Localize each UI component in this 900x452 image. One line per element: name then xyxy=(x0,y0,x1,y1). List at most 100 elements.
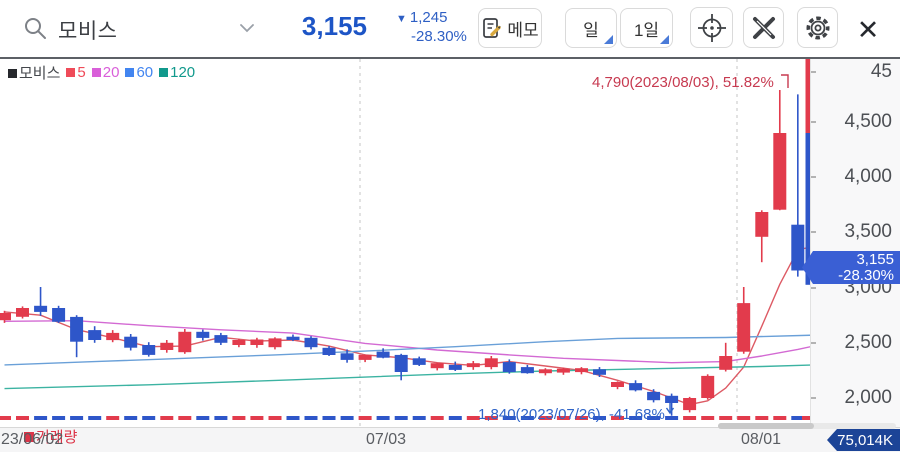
legend-label: 60 xyxy=(136,64,154,81)
candle-body xyxy=(358,354,372,360)
change-percent: -28.30% xyxy=(411,28,467,45)
volume-bar xyxy=(575,416,588,420)
drawing-tools-button[interactable] xyxy=(743,7,784,48)
current-price: 3,155 xyxy=(301,11,367,41)
volume-bar xyxy=(268,416,282,420)
candle-body xyxy=(178,331,192,353)
candle-body xyxy=(88,330,102,340)
candle-body xyxy=(430,363,444,369)
candlestick-chart[interactable] xyxy=(0,0,810,452)
ma20-line xyxy=(4,320,810,364)
candle-body xyxy=(196,331,210,338)
y-axis-label: 4,000 xyxy=(844,166,892,187)
period-button[interactable]: 일 xyxy=(565,8,617,48)
legend-item: 20 xyxy=(86,64,120,81)
volume-bar xyxy=(538,416,552,420)
memo-icon xyxy=(483,18,502,38)
x-axis-label: 23/06/02 xyxy=(1,431,64,448)
gear-icon xyxy=(806,16,829,39)
candle-body xyxy=(665,395,679,403)
y-axis-label: 2,500 xyxy=(844,332,892,353)
candle-body xyxy=(538,369,552,374)
scrollbar-thumb[interactable] xyxy=(718,423,814,429)
candle-body xyxy=(340,353,354,360)
volume-bar xyxy=(376,416,390,420)
candle-body xyxy=(629,383,643,391)
volume-bar xyxy=(106,416,120,420)
symbol-name[interactable]: 모비스 xyxy=(58,20,118,43)
legend-swatch xyxy=(8,69,17,78)
volume-bar xyxy=(214,416,228,420)
candle-body xyxy=(647,391,661,401)
candle-body xyxy=(556,368,570,373)
candle-body xyxy=(719,356,733,370)
volume-bar xyxy=(178,416,192,420)
settings-button[interactable] xyxy=(797,7,838,48)
volume-bar xyxy=(430,416,444,420)
crosshair-icon xyxy=(697,13,726,42)
y-axis-tick xyxy=(811,397,816,399)
badge-percent: -28.30% xyxy=(838,267,894,284)
x-axis-label: 07/03 xyxy=(366,431,407,448)
volume-bar xyxy=(88,416,102,420)
legend-item: 120 xyxy=(153,64,195,81)
candle-body xyxy=(250,339,264,345)
y-axis-label: 2,000 xyxy=(844,387,892,408)
candle-body xyxy=(394,354,408,372)
search-icon[interactable] xyxy=(24,17,48,41)
candle-body xyxy=(286,336,300,340)
legend-label: 120 xyxy=(170,64,196,81)
legend-label: 20 xyxy=(102,64,120,81)
legend-swatch xyxy=(159,68,169,77)
chevron-down-icon[interactable] xyxy=(240,24,254,33)
price-change: ▼ 1,245 -28.30% xyxy=(396,9,467,45)
interval-button[interactable]: 1일 xyxy=(620,8,673,48)
candle-body xyxy=(755,212,769,237)
candle-body xyxy=(412,358,426,365)
volume-bar xyxy=(394,416,408,420)
candle-body xyxy=(484,358,498,368)
horizontal-scrollbar[interactable] xyxy=(718,423,896,429)
ma120-line xyxy=(4,364,810,390)
volume-badge-text: 75,014K xyxy=(837,431,893,449)
candle-body xyxy=(611,382,624,387)
volume-bar xyxy=(70,416,84,420)
candle-body xyxy=(448,364,462,370)
volume-legend-label: 거래량 xyxy=(36,429,78,446)
volume-bar xyxy=(448,416,462,420)
candle-body xyxy=(124,336,138,348)
partial-candle-upper xyxy=(805,59,810,133)
crosshair-button[interactable] xyxy=(690,7,733,48)
volume-bar xyxy=(593,416,606,420)
volume-bar xyxy=(556,416,570,420)
volume-bar xyxy=(142,416,156,420)
volume-bar xyxy=(0,416,11,420)
legend-swatch xyxy=(125,68,135,77)
x-axis-label: 08/01 xyxy=(741,431,782,448)
chart-legend: 모비스 5 20 60 120 xyxy=(8,62,195,83)
legend-item: 모비스 xyxy=(8,62,60,83)
candle-body xyxy=(791,224,805,271)
y-axis-tick xyxy=(811,231,816,233)
volume-bar xyxy=(665,416,679,420)
volume-bar xyxy=(124,416,138,420)
memo-button[interactable]: 메모 xyxy=(478,8,542,48)
down-arrow-icon: ▼ xyxy=(396,13,407,25)
legend-label: 5 xyxy=(77,64,86,81)
close-button[interactable]: ✕ xyxy=(850,12,886,48)
y-axis-tick xyxy=(811,176,816,178)
change-value: 1,245 xyxy=(409,9,448,26)
y-axis-label: 45 xyxy=(870,61,892,82)
legend-swatch xyxy=(91,68,101,77)
y-axis-label: 3,500 xyxy=(844,221,892,242)
volume-bar xyxy=(466,416,480,420)
candle-body xyxy=(466,363,480,368)
candle-body xyxy=(214,335,228,343)
volume-bar xyxy=(322,416,336,420)
candle-body xyxy=(16,308,29,317)
volume-bar xyxy=(250,416,264,420)
badge-price: 3,155 xyxy=(856,251,894,268)
candle-body xyxy=(701,375,715,398)
volume-bar xyxy=(791,416,805,420)
current-price-badge: 3,155 -28.30% xyxy=(802,251,900,284)
